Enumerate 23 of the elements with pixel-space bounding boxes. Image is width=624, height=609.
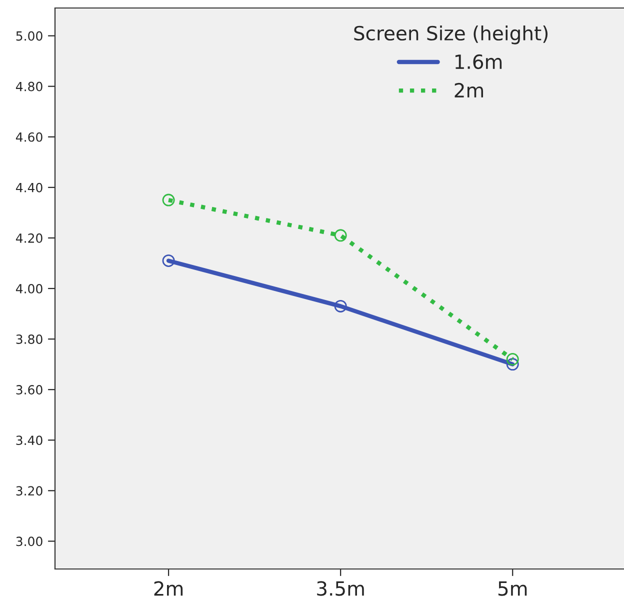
point (334, 300, 347, 312)
point (334, 229, 347, 242)
legend-label: 1.6m (455, 54, 502, 70)
y-tick-label: 4.20 (16, 233, 42, 243)
x-tick-label: 5m (498, 581, 527, 596)
point (506, 358, 519, 371)
x-tick-label: 2m (154, 581, 183, 596)
y-tick-label: 4.40 (16, 182, 42, 192)
y-tick-label: 3.20 (16, 486, 42, 496)
legend-title: Screen Size (height) (354, 26, 548, 44)
y-tick-label: 4.80 (16, 82, 42, 92)
point (162, 254, 175, 267)
y-tick-label: 3.80 (16, 334, 42, 344)
y-tick-label: 3.40 (16, 436, 42, 446)
point (162, 194, 175, 206)
legend-label: 2m (454, 82, 484, 98)
y-tick-label: 4.60 (16, 132, 42, 142)
y-tick-label: 4.00 (16, 284, 42, 294)
point (506, 353, 519, 366)
y-tick-label: 3.00 (16, 536, 42, 546)
y-tick-label: 5.00 (16, 31, 42, 41)
x-tick-label: 3.5m (317, 581, 364, 596)
y-tick-label: 3.60 (16, 385, 42, 395)
